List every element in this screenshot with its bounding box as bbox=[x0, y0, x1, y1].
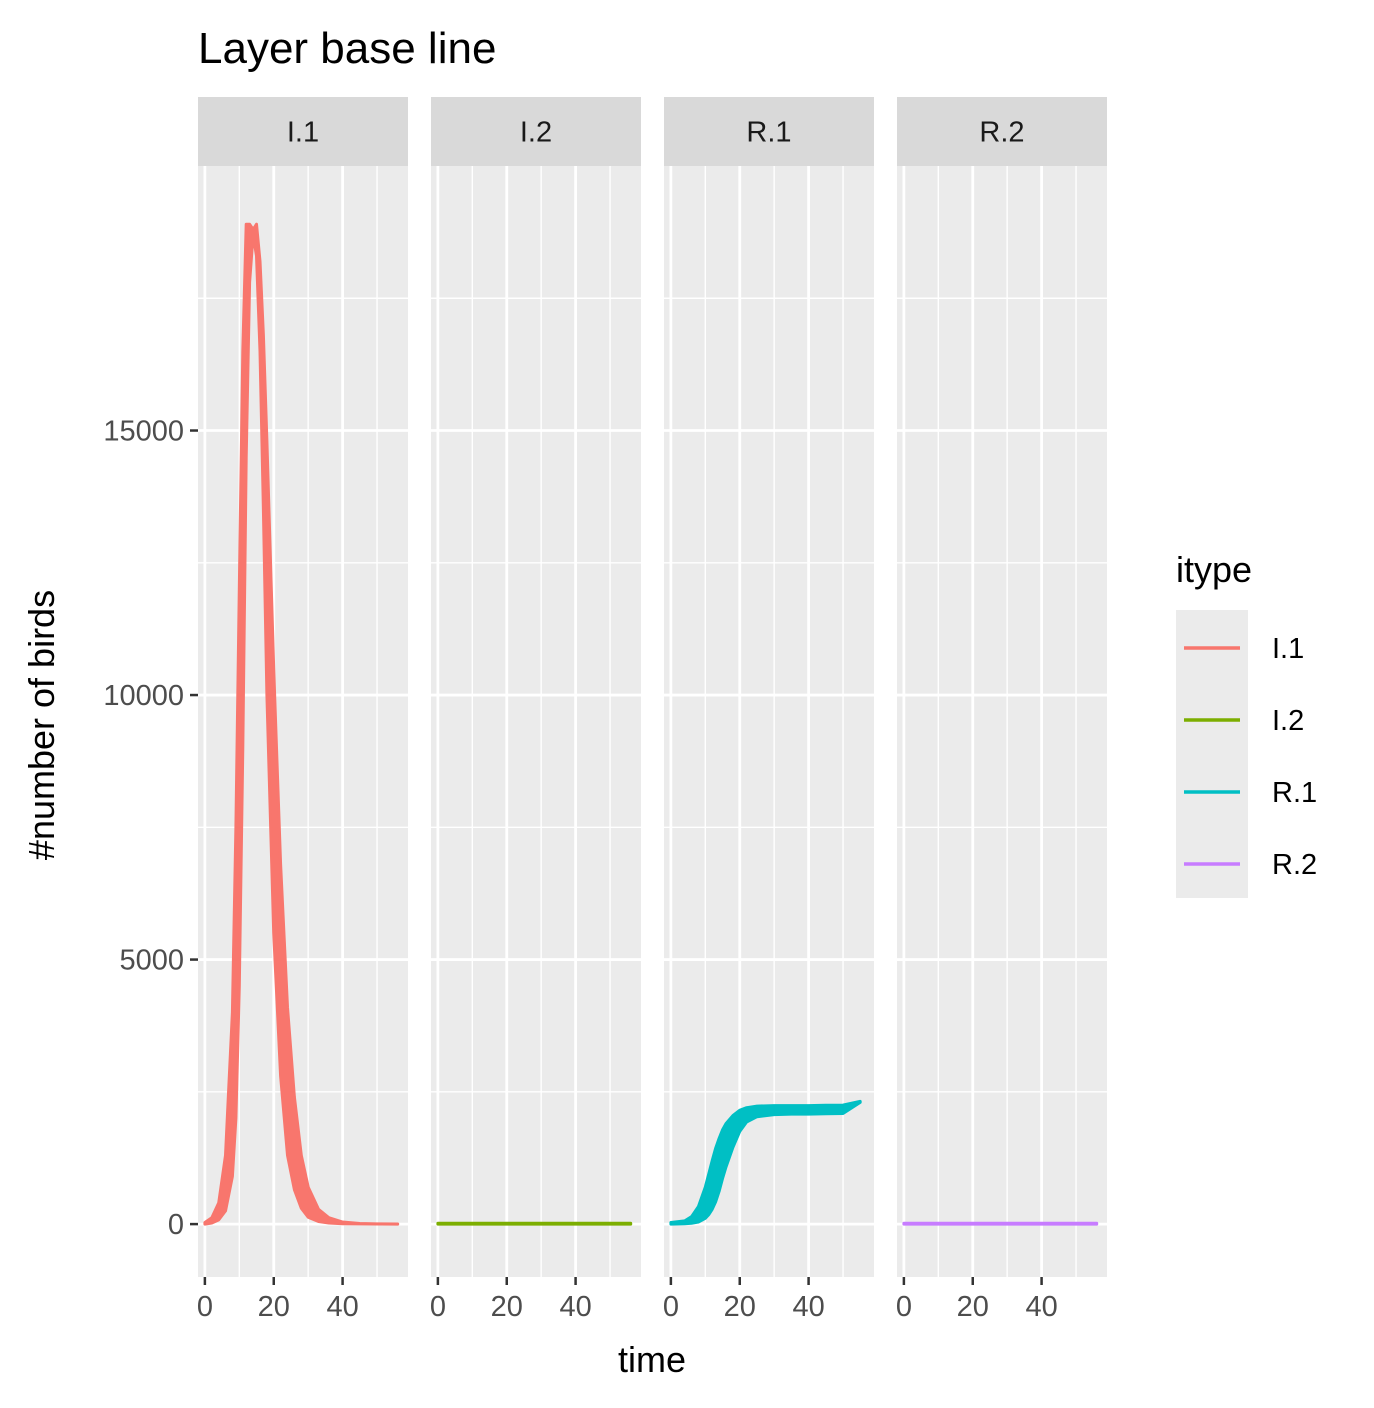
legend-label: R.1 bbox=[1272, 777, 1317, 809]
x-tick-label: 20 bbox=[258, 1291, 290, 1323]
facet-strip bbox=[664, 97, 874, 166]
y-tick-label: 15000 bbox=[103, 416, 184, 448]
facet-panel-i-1: I.1 0 20 40 bbox=[197, 97, 408, 1323]
x-tick-label: 0 bbox=[663, 1291, 679, 1323]
x-tick-label: 0 bbox=[896, 1291, 912, 1323]
legend-label: I.2 bbox=[1272, 705, 1304, 737]
y-tick-label: 10000 bbox=[103, 680, 184, 712]
legend-item-i-1: I.1 bbox=[1184, 633, 1304, 665]
facet-strip-label: R.2 bbox=[979, 117, 1024, 149]
x-tick-label: 40 bbox=[792, 1291, 824, 1323]
legend-label: R.2 bbox=[1272, 849, 1317, 881]
x-tick-label: 20 bbox=[724, 1291, 756, 1323]
legend-item-r-2: R.2 bbox=[1184, 849, 1317, 881]
facet-panel-i-2: I.2 0 20 40 bbox=[430, 97, 641, 1323]
x-tick-label: 20 bbox=[957, 1291, 989, 1323]
facet-panels: I.1 0 20 40 I.2 0 20 40 R.1 0 20 40 R.2 0 20 40 bbox=[197, 97, 1107, 1323]
legend-item-i-2: I.2 bbox=[1184, 705, 1304, 737]
legend-key-background bbox=[1176, 610, 1248, 898]
x-tick-label: 40 bbox=[1025, 1291, 1057, 1323]
series-line-r-2 bbox=[902, 1221, 1099, 1226]
legend-label: I.1 bbox=[1272, 633, 1304, 665]
y-tick-label: 5000 bbox=[119, 945, 184, 977]
facet-strip-label: I.1 bbox=[287, 117, 319, 149]
x-tick-label: 40 bbox=[326, 1291, 358, 1323]
facet-strip bbox=[897, 97, 1107, 166]
chart-title: Layer base line bbox=[198, 24, 496, 73]
y-axis: 0 5000 10000 15000 bbox=[103, 416, 198, 1241]
legend-item-r-1: R.1 bbox=[1184, 777, 1317, 809]
legend-title: itype bbox=[1176, 549, 1252, 590]
facet-strip-label: I.2 bbox=[520, 117, 552, 149]
series-line-i-1 bbox=[203, 222, 400, 1226]
facet-panel-r-1: R.1 0 20 40 bbox=[663, 97, 874, 1323]
x-tick-label: 20 bbox=[491, 1291, 523, 1323]
x-tick-label: 0 bbox=[197, 1291, 213, 1323]
x-tick-label: 0 bbox=[430, 1291, 446, 1323]
facet-panel-r-2: R.2 0 20 40 bbox=[896, 97, 1107, 1323]
facet-strip bbox=[198, 97, 408, 166]
facet-strip bbox=[431, 97, 641, 166]
y-tick-label: 0 bbox=[168, 1209, 184, 1241]
facet-strip-label: R.1 bbox=[746, 117, 791, 149]
x-axis-title: time bbox=[618, 1339, 686, 1380]
legend: itype I.1 I.2 R.1 R.2 bbox=[1176, 549, 1317, 898]
x-tick-label: 40 bbox=[559, 1291, 591, 1323]
series-line-r-1 bbox=[669, 1099, 862, 1226]
series-line-i-2 bbox=[436, 1221, 633, 1226]
y-axis-title: #number of birds bbox=[21, 590, 62, 860]
